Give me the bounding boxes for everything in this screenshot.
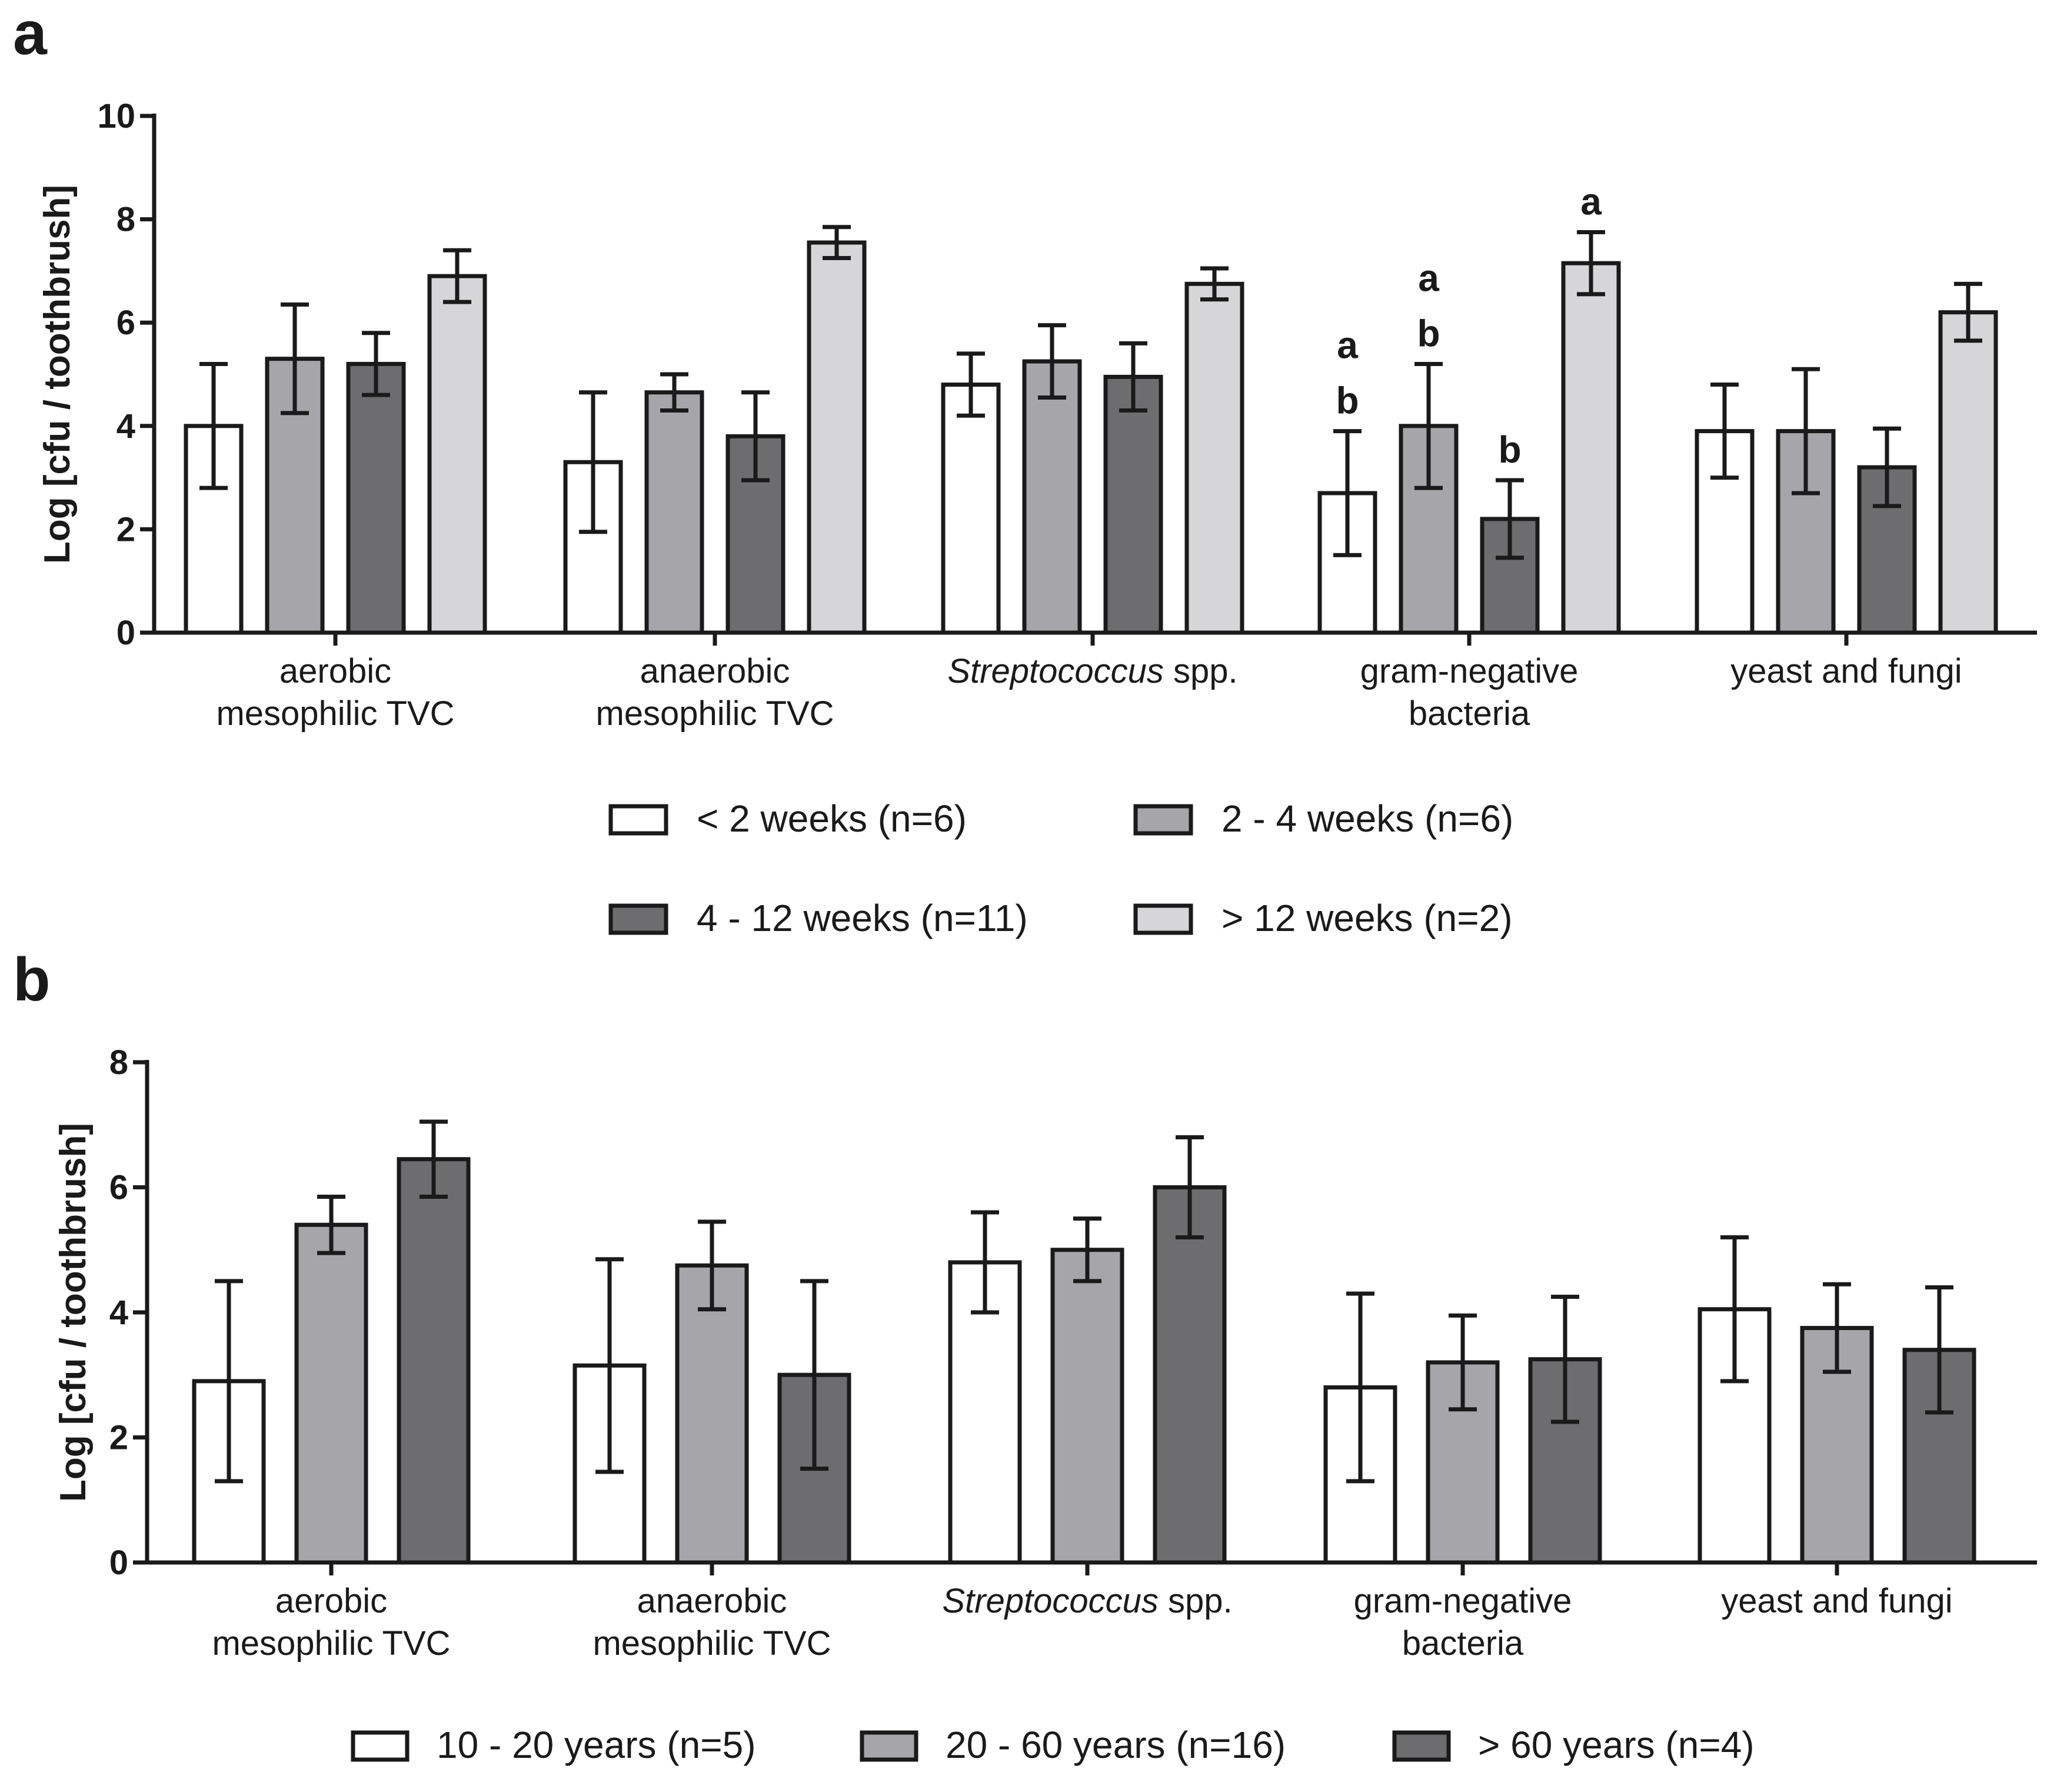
bar — [294, 1222, 368, 1565]
category-label: Streptococcus spp. — [942, 1582, 1232, 1620]
bar — [563, 460, 623, 635]
panel-b-chart: 0 2 4 6 8 Log [cfu / toothbrush] aerobic mesoph… — [53, 1043, 2037, 1766]
category-label-italic: Streptococcus — [942, 1582, 1159, 1620]
category-label: mesophilic TVC — [595, 694, 834, 733]
significance-letter: a — [1580, 181, 1602, 223]
legend-swatch — [1133, 903, 1193, 935]
y-tick-label: 6 — [109, 1169, 128, 1207]
y-tick-label: 4 — [109, 1294, 128, 1332]
bar — [1103, 374, 1163, 635]
category-label: mesophilic TVC — [212, 1624, 450, 1663]
legend-swatch — [1133, 804, 1193, 836]
significance-letter: b — [1417, 312, 1440, 354]
y-tick-label: 8 — [109, 1043, 128, 1082]
category-label: aerobic — [279, 652, 391, 690]
bar — [941, 383, 1001, 635]
category-label: gram-negative — [1354, 1582, 1572, 1620]
y-tick-label: 0 — [117, 614, 135, 652]
legend-swatch — [608, 804, 668, 836]
category-label: Streptococcus spp. — [947, 652, 1237, 690]
bar — [346, 361, 406, 635]
legend: < 2 weeks (n=6) 2 - 4 weeks (n=6) 4 - 12 w… — [608, 797, 1513, 939]
category-label: mesophilic TVC — [216, 694, 454, 733]
bar — [1695, 429, 1755, 635]
bar — [1561, 261, 1621, 635]
significance-letter: a — [1418, 257, 1439, 299]
category-label: anaerobic — [640, 652, 790, 690]
bar — [1153, 1185, 1227, 1565]
bar — [1776, 429, 1836, 635]
y-tick-label: 2 — [117, 510, 135, 548]
y-tick-label: 0 — [109, 1544, 128, 1582]
legend-label: 2 - 4 weeks (n=6) — [1221, 797, 1513, 840]
panel-a-label: a — [13, 0, 48, 68]
legend-swatch — [860, 1730, 918, 1762]
y-tick-label: 8 — [117, 201, 135, 239]
category-label: mesophilic TVC — [593, 1624, 831, 1663]
category-label: bacteria — [1402, 1624, 1524, 1663]
category-label: yeast and fungi — [1730, 652, 1962, 690]
bar — [427, 274, 487, 635]
y-axis-label: Log [cfu / toothbrush] — [53, 1123, 94, 1502]
category-label-italic: Streptococcus — [947, 652, 1164, 690]
legend-swatch — [1392, 1730, 1451, 1762]
category-label-rest: spp. — [1164, 652, 1238, 690]
bar — [644, 390, 704, 635]
y-tick-label: 2 — [109, 1419, 128, 1457]
bar — [1050, 1248, 1124, 1565]
bar — [1938, 310, 1998, 635]
category-label: yeast and fungi — [1721, 1582, 1952, 1620]
legend-label: > 60 years (n=4) — [1478, 1724, 1755, 1766]
y-tick-label: 4 — [117, 407, 135, 445]
legend-label: 10 - 20 years (n=5) — [437, 1724, 756, 1766]
legend-label: 20 - 60 years (n=16) — [946, 1724, 1286, 1766]
legend-swatch — [351, 1730, 410, 1762]
category-label: anaerobic — [637, 1582, 787, 1620]
bar — [1022, 359, 1082, 635]
legend-label: < 2 weeks (n=6) — [697, 797, 967, 840]
panel-b-label: b — [13, 946, 51, 1014]
category-label: gram-negative — [1360, 652, 1579, 690]
bar — [807, 240, 867, 635]
y-tick-label: 10 — [97, 97, 135, 135]
legend-label: > 12 weeks (n=2) — [1221, 897, 1513, 939]
legend: 10 - 20 years (n=5) 20 - 60 years (n=16) >… — [351, 1724, 1755, 1766]
category-label: bacteria — [1409, 694, 1530, 733]
bar — [397, 1157, 471, 1565]
category-label: aerobic — [275, 1582, 387, 1620]
bar — [1184, 281, 1244, 635]
panel-a-chart: 0 2 4 6 8 10 Log [cfu / toothbrush] aerobic meso… — [37, 97, 2037, 939]
significance-letter: b — [1336, 380, 1359, 422]
significance-letter: a — [1337, 324, 1358, 367]
legend-swatch — [608, 903, 668, 935]
bar — [675, 1263, 749, 1565]
significance-letter: b — [1498, 428, 1521, 471]
y-tick-label: 6 — [117, 304, 135, 342]
y-axis-label: Log [cfu / toothbrush] — [37, 185, 78, 564]
bar — [1697, 1307, 1772, 1565]
category-label-rest: spp. — [1159, 1582, 1233, 1620]
legend-label: 4 - 12 weeks (n=11) — [697, 897, 1028, 939]
